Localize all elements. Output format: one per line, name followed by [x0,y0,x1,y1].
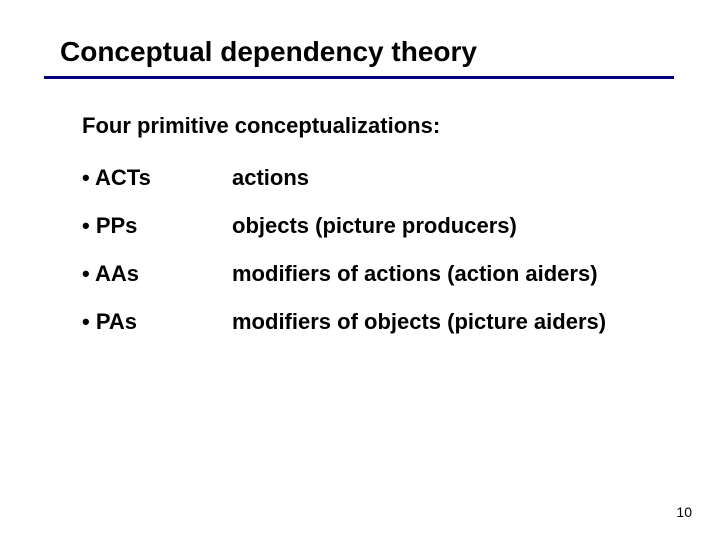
bullet-row: • AAs modifiers of actions (action aider… [82,261,720,287]
bullet-desc: modifiers of actions (action aiders) [232,261,720,287]
bullet-desc: actions [232,165,720,191]
bullet-term: • ACTs [82,165,232,191]
bullet-row: • ACTs actions [82,165,720,191]
intro-text: Four primitive conceptualizations: [82,113,720,139]
bullet-desc: modifiers of objects (picture aiders) [232,309,720,335]
bullet-row: • PAs modifiers of objects (picture aide… [82,309,720,335]
bullet-row: • PPs objects (picture producers) [82,213,720,239]
bullet-desc: objects (picture producers) [232,213,720,239]
page-number: 10 [676,504,692,520]
slide-container: Conceptual dependency theory Four primit… [0,0,720,540]
slide-content: Four primitive conceptualizations: • ACT… [0,113,720,335]
bullet-term: • PAs [82,309,232,335]
title-underline [44,76,674,79]
slide-title: Conceptual dependency theory [0,36,720,76]
bullet-term: • AAs [82,261,232,287]
bullet-term: • PPs [82,213,232,239]
